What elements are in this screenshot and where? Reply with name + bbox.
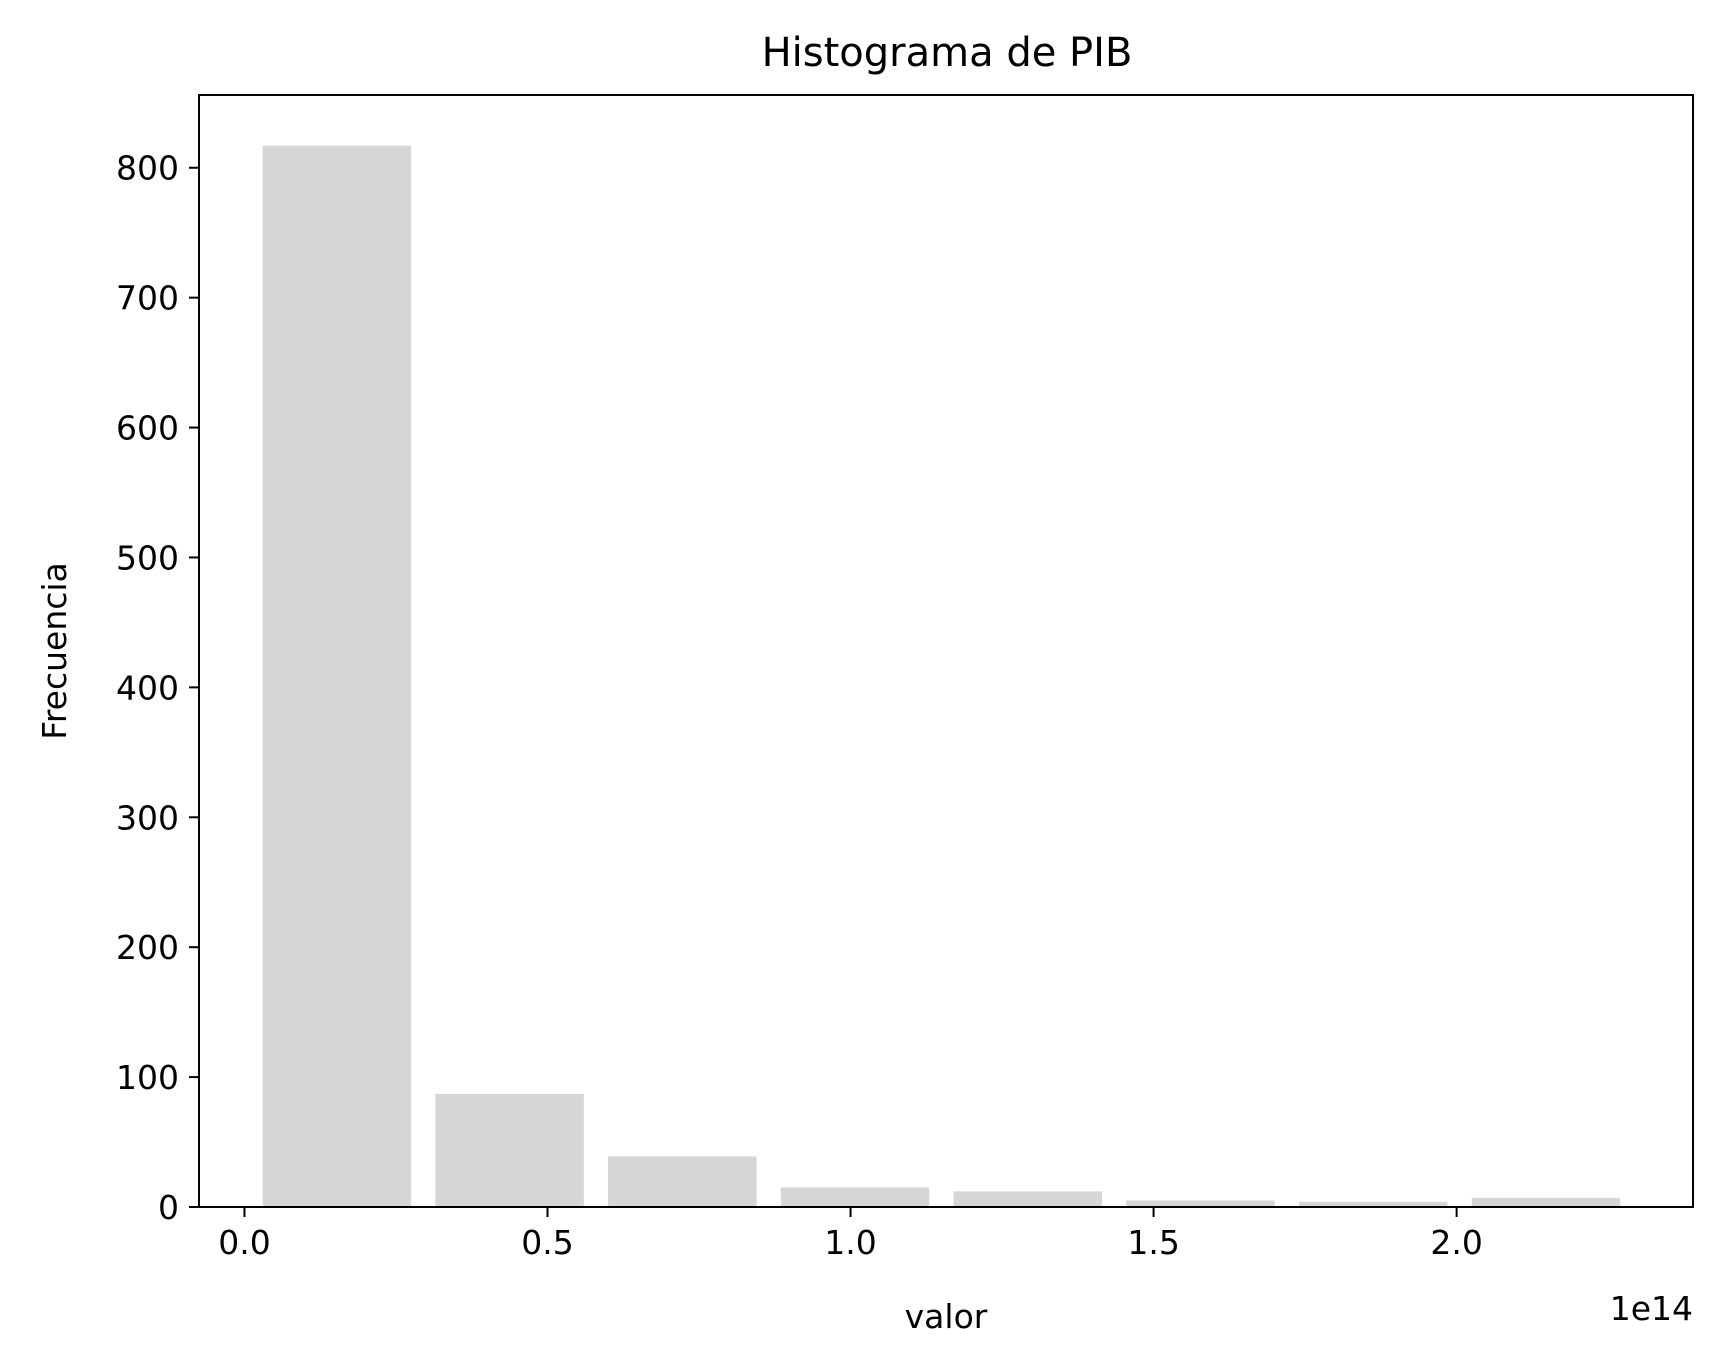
x-tick-label: 2.0 <box>1430 1223 1482 1262</box>
y-tick-label: 600 <box>116 409 179 448</box>
x-tick-label: 1.5 <box>1127 1223 1179 1262</box>
bars-group <box>262 145 1621 1207</box>
x-axis-label: valor <box>905 1297 988 1336</box>
histogram-bar-3 <box>608 1156 757 1207</box>
histogram-bar-1 <box>262 145 412 1207</box>
histogram-bar-7 <box>1299 1201 1448 1207</box>
y-axis-label: Frecuencia <box>35 562 74 740</box>
x-tick-label: 0.5 <box>521 1223 573 1262</box>
plot-frame <box>198 94 1694 1208</box>
y-tick-label: 700 <box>116 279 179 318</box>
histogram-bar-6 <box>1126 1200 1275 1207</box>
y-tick-label: 500 <box>116 538 179 577</box>
y-tick-label: 100 <box>116 1058 179 1097</box>
y-tick-label: 300 <box>116 798 179 837</box>
y-axis-ticks: 0 100 200 300 400 500 600 700 800 <box>116 149 199 1227</box>
histogram-bar-5 <box>953 1191 1103 1207</box>
y-tick-label: 0 <box>158 1188 179 1227</box>
histogram-bar-4 <box>780 1187 930 1207</box>
x-axis-offset-label: 1e14 <box>1610 1289 1693 1328</box>
x-tick-label: 0.0 <box>218 1223 270 1262</box>
histogram-bar-8 <box>1471 1197 1621 1207</box>
histogram-bar-2 <box>435 1093 584 1207</box>
x-tick-label: 1.0 <box>824 1223 876 1262</box>
y-tick-label: 400 <box>116 668 179 707</box>
x-axis-ticks: 0.0 0.5 1.0 1.5 2.0 <box>218 1207 1483 1262</box>
chart-title: Histograma de PIB <box>762 30 1133 76</box>
y-tick-label: 200 <box>116 928 179 967</box>
y-tick-label: 800 <box>116 149 179 188</box>
